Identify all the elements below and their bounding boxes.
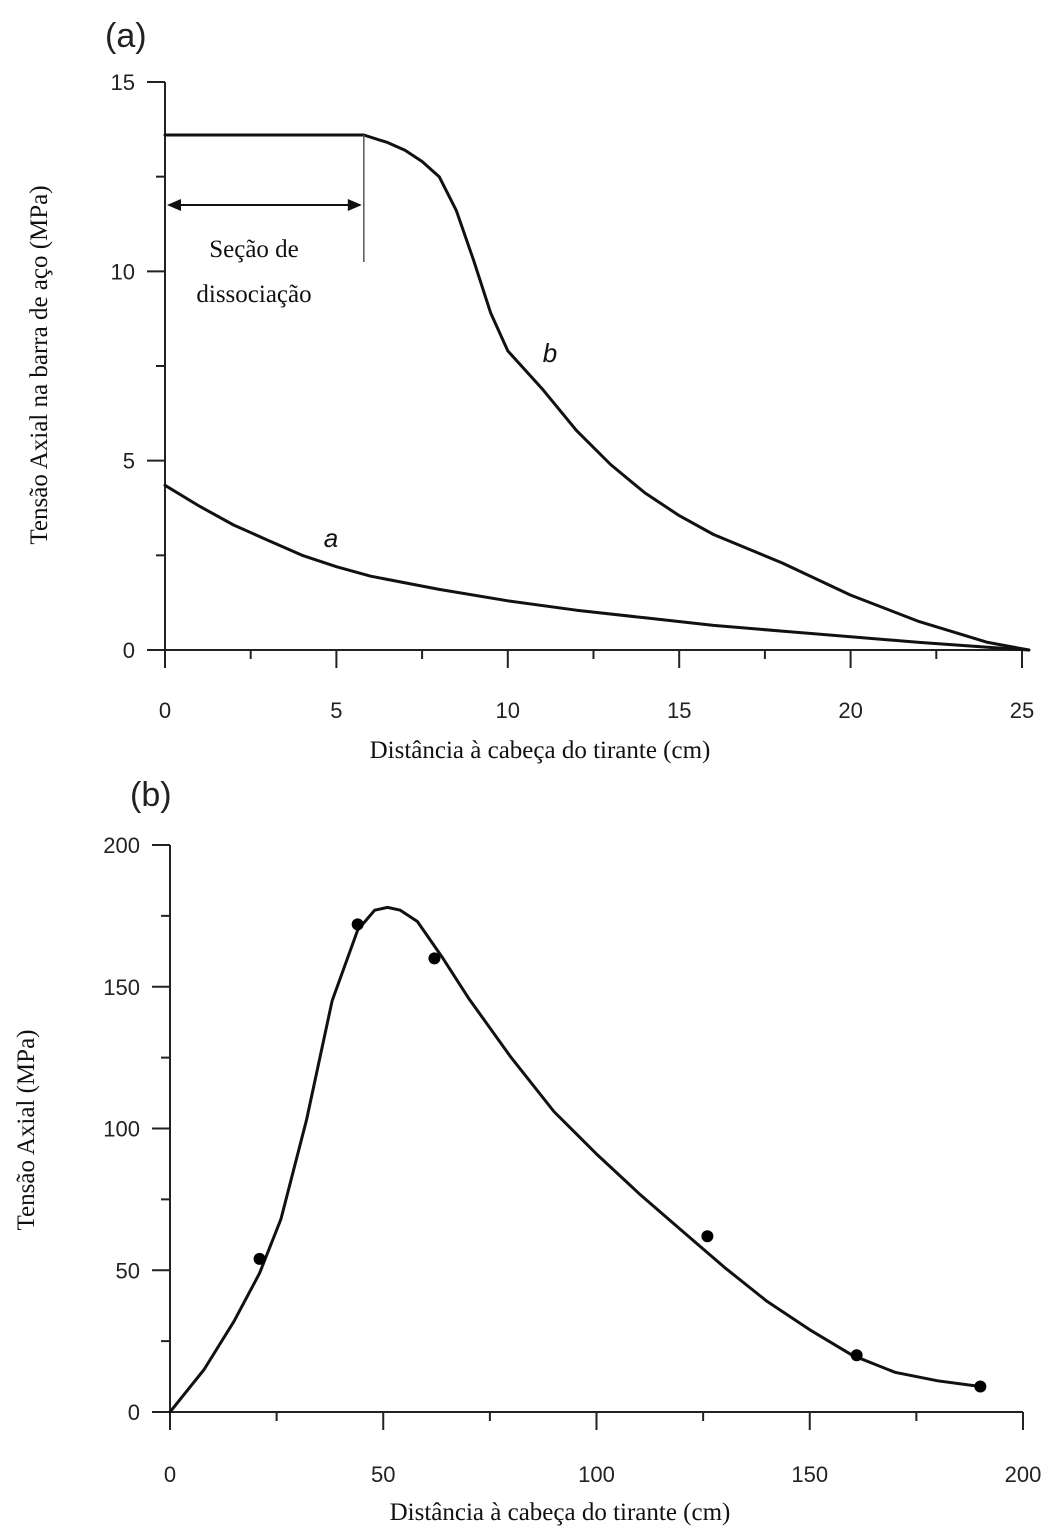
b-y-tick-label: 200 [103,833,140,858]
panel-a-label: (a) [105,17,147,55]
panel-a-x-axis-title: Distância à cabeça do tirante (cm) [370,737,711,764]
panel-a-axes [164,82,1022,651]
a-series-b-line [163,133,1031,652]
annotation-line-2: dissociação [196,281,311,308]
panel-b-label: (b) [130,776,172,814]
b-data-point [701,1230,714,1243]
b-y-tick-label: 150 [103,975,140,1000]
a-x-tick-label: 15 [667,698,691,723]
annotation-line-1: Seção de [209,236,299,263]
b-x-tick-label: 150 [791,1462,828,1487]
panel-b-ticks: 0 50 100 150 200 0 50 100 150 200 [103,833,1041,1487]
b-y-tick-label: 50 [116,1258,140,1283]
b-data-point [974,1380,987,1393]
panel-b-x-axis-title: Distância à cabeça do tirante (cm) [390,1499,731,1526]
a-x-tick-label: 20 [838,698,862,723]
a-x-tick-label: 10 [496,698,520,723]
a-y-tick-label: 10 [111,259,135,284]
panel-a-chart: (a) 0 5 10 15 0 5 10 15 20 25 Seção de dissociaçã… [26,17,1034,764]
b-data-point [351,918,364,931]
b-x-tick-label: 100 [578,1462,615,1487]
panel-b-y-axis-title: Tensão Axial (MPa) [13,1030,40,1231]
a-y-tick-label: 0 [123,638,135,663]
series-b-label: b [543,338,557,368]
a-x-tick-label: 0 [159,698,171,723]
b-y-tick-label: 100 [103,1117,140,1142]
b-data-point [850,1349,863,1362]
a-y-tick-label: 15 [111,70,135,95]
b-x-tick-label: 0 [164,1462,176,1487]
b-series-curve-0-line [168,905,982,1414]
a-y-tick-label: 5 [123,449,135,474]
a-series-a-line [163,483,1031,652]
b-data-point [253,1252,266,1265]
panel-a-ticks: 0 5 10 15 0 5 10 15 20 25 [111,70,1035,723]
panel-b-chart: (b) 0 50 100 150 200 0 50 100 150 200 Distância à… [13,776,1041,1526]
panel-b-series [168,905,987,1414]
b-x-tick-label: 50 [371,1462,395,1487]
b-data-point [428,952,441,965]
b-y-tick-label: 0 [128,1400,140,1425]
panel-a-y-axis-title: Tensão Axial na barra de aço (MPa) [26,185,53,544]
dissociation-arrow-left-head [167,199,181,211]
dissociation-arrow-right-head [347,199,362,211]
dissociation-annotation: Seção de dissociação [167,135,365,308]
a-x-tick-label: 5 [330,698,342,723]
b-x-tick-label: 200 [1005,1462,1042,1487]
a-x-tick-label: 25 [1010,698,1034,723]
panel-b-axes [169,845,1023,1413]
series-a-label: a [324,523,338,553]
panel-a-series [163,133,1031,652]
